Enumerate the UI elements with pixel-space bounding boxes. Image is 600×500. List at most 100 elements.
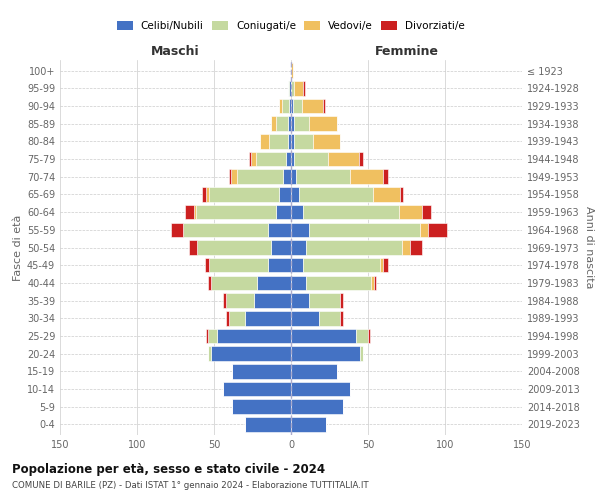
Bar (229, 311, 245, 326)
Bar (289, 98, 291, 113)
Bar (291, 98, 293, 113)
Bar (208, 328, 217, 343)
Bar (294, 116, 310, 131)
Bar (260, 134, 269, 148)
Bar (254, 294, 291, 308)
Bar (232, 364, 291, 378)
Y-axis label: Fasce di età: Fasce di età (13, 214, 23, 280)
Bar (360, 346, 364, 361)
Bar (319, 311, 340, 326)
Bar (304, 258, 380, 272)
Bar (291, 346, 360, 361)
Bar (223, 382, 291, 396)
Y-axis label: Anni di nascita: Anni di nascita (584, 206, 593, 289)
Bar (291, 222, 310, 237)
Bar (291, 81, 294, 96)
Bar (291, 311, 319, 326)
Bar (291, 258, 304, 272)
Bar (294, 134, 313, 148)
Bar (283, 170, 291, 184)
Bar (293, 98, 302, 113)
Bar (194, 205, 196, 220)
Bar (296, 170, 350, 184)
Bar (171, 222, 183, 237)
Bar (310, 116, 337, 131)
Bar (286, 152, 291, 166)
Bar (291, 417, 326, 432)
Bar (383, 170, 388, 184)
Bar (185, 205, 194, 220)
Bar (256, 152, 286, 166)
Bar (291, 187, 299, 202)
Bar (257, 276, 291, 290)
Bar (226, 311, 229, 326)
Bar (340, 294, 343, 308)
Bar (304, 81, 305, 96)
Bar (206, 187, 209, 202)
Text: Femmine: Femmine (374, 45, 439, 58)
Bar (245, 417, 291, 432)
Bar (211, 276, 257, 290)
Bar (208, 346, 211, 361)
Bar (310, 222, 421, 237)
Bar (278, 187, 291, 202)
Bar (271, 240, 291, 255)
Bar (304, 205, 399, 220)
Bar (291, 364, 337, 378)
Bar (232, 400, 291, 414)
Bar (197, 240, 271, 255)
Bar (410, 240, 422, 255)
Bar (350, 170, 383, 184)
Bar (291, 64, 293, 78)
Bar (291, 205, 304, 220)
Text: Popolazione per età, sesso e stato civile - 2024: Popolazione per età, sesso e stato civil… (12, 462, 325, 475)
Bar (291, 294, 310, 308)
Bar (205, 258, 209, 272)
Bar (209, 187, 278, 202)
Bar (183, 222, 268, 237)
Bar (275, 116, 288, 131)
Bar (291, 134, 294, 148)
Bar (291, 276, 307, 290)
Bar (278, 98, 282, 113)
Bar (206, 328, 208, 343)
Bar (202, 187, 206, 202)
Bar (217, 328, 291, 343)
Bar (421, 222, 428, 237)
Bar (231, 170, 237, 184)
Bar (291, 400, 343, 414)
Bar (209, 258, 268, 272)
Bar (288, 134, 291, 148)
Bar (374, 276, 376, 290)
Bar (288, 81, 289, 96)
Bar (313, 134, 340, 148)
Bar (399, 205, 422, 220)
Text: Maschi: Maschi (151, 45, 200, 58)
Bar (359, 152, 364, 166)
Bar (291, 116, 294, 131)
Bar (291, 328, 356, 343)
Bar (196, 205, 275, 220)
Bar (368, 328, 370, 343)
Bar (307, 276, 371, 290)
Bar (251, 152, 256, 166)
Bar (373, 187, 400, 202)
Bar (237, 170, 283, 184)
Bar (291, 170, 296, 184)
Bar (299, 187, 373, 202)
Bar (294, 152, 328, 166)
Bar (291, 152, 294, 166)
Bar (294, 81, 304, 96)
Bar (268, 258, 291, 272)
Text: COMUNE DI BARILE (PZ) - Dati ISTAT 1° gennaio 2024 - Elaborazione TUTTITALIA.IT: COMUNE DI BARILE (PZ) - Dati ISTAT 1° ge… (12, 481, 368, 490)
Bar (291, 382, 350, 396)
Bar (323, 98, 325, 113)
Bar (250, 152, 251, 166)
Legend: Celibi/Nubili, Coniugati/e, Vedovi/e, Divorziati/e: Celibi/Nubili, Coniugati/e, Vedovi/e, Di… (113, 16, 469, 35)
Bar (328, 152, 359, 166)
Bar (211, 346, 291, 361)
Bar (400, 187, 403, 202)
Bar (302, 98, 323, 113)
Bar (190, 240, 197, 255)
Bar (229, 170, 231, 184)
